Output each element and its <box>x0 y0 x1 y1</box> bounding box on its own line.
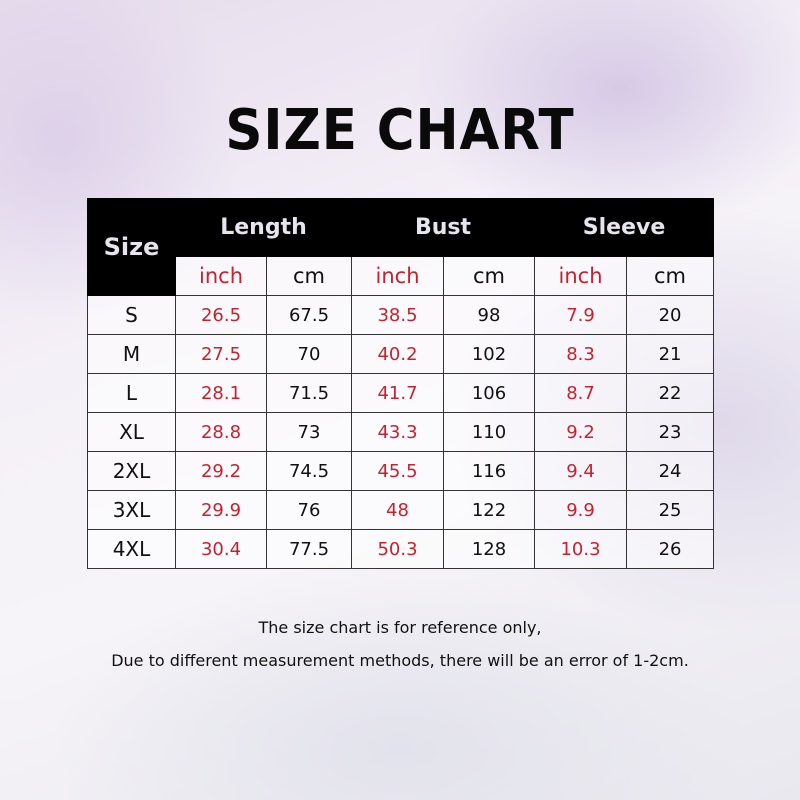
table-cell: 25 <box>626 490 715 530</box>
table-cell: 7.9 <box>534 295 628 335</box>
note-error: Due to different measurement methods, th… <box>111 651 689 670</box>
size-label: 3XL <box>87 490 176 530</box>
table-row: S 26.5 67.5 38.5 98 7.9 20 <box>87 295 715 335</box>
table-cell: 71.5 <box>266 373 352 413</box>
table-cell: 128 <box>442 529 536 569</box>
page-title: SIZE CHART <box>225 98 575 163</box>
table-cell: 102 <box>442 334 536 374</box>
unit-header-cm: cm <box>626 256 715 296</box>
table-cell: 28.1 <box>175 373 267 413</box>
unit-header-inch: inch <box>534 256 628 296</box>
table-row: XL 28.8 73 43.3 110 9.2 23 <box>87 412 715 452</box>
table-cell: 38.5 <box>351 295 444 335</box>
table-cell: 48 <box>351 490 444 530</box>
table-cell: 27.5 <box>175 334 267 374</box>
unit-header-cm: cm <box>442 256 536 296</box>
header-sleeve: Sleeve <box>534 198 715 257</box>
header-size: Size <box>87 198 176 296</box>
table-cell: 26 <box>626 529 715 569</box>
table-cell: 28.8 <box>175 412 267 452</box>
size-label: 2XL <box>87 451 176 491</box>
table-cell: 74.5 <box>266 451 352 491</box>
table-row: M 27.5 70 40.2 102 8.3 21 <box>87 334 715 374</box>
table-cell: 9.2 <box>534 412 628 452</box>
table-cell: 41.7 <box>351 373 444 413</box>
table-cell: 29.2 <box>175 451 267 491</box>
table-cell: 73 <box>266 412 352 452</box>
unit-header-cm: cm <box>266 256 352 296</box>
size-label: M <box>87 334 176 374</box>
table-cell: 106 <box>442 373 536 413</box>
table-cell: 30.4 <box>175 529 267 569</box>
table-cell: 29.9 <box>175 490 267 530</box>
table-row: L 28.1 71.5 41.7 106 8.7 22 <box>87 373 715 413</box>
table-cell: 45.5 <box>351 451 444 491</box>
table-row: 2XL 29.2 74.5 45.5 116 9.4 24 <box>87 451 715 491</box>
table-cell: 23 <box>626 412 715 452</box>
note-reference: The size chart is for reference only, <box>258 618 542 637</box>
table-cell: 110 <box>442 412 536 452</box>
table-cell: 76 <box>266 490 352 530</box>
table-cell: 77.5 <box>266 529 352 569</box>
table-cell: 98 <box>442 295 536 335</box>
table-cell: 116 <box>442 451 536 491</box>
table-row: 3XL 29.9 76 48 122 9.9 25 <box>87 490 715 530</box>
table-cell: 9.9 <box>534 490 628 530</box>
table-cell: 122 <box>442 490 536 530</box>
size-label: S <box>87 295 176 335</box>
header-bust: Bust <box>350 198 536 257</box>
table-cell: 26.5 <box>175 295 267 335</box>
size-label: L <box>87 373 176 413</box>
table-cell: 50.3 <box>351 529 444 569</box>
table-cell: 20 <box>626 295 715 335</box>
unit-header-inch: inch <box>351 256 444 296</box>
table-cell: 10.3 <box>534 529 628 569</box>
table-cell: 24 <box>626 451 715 491</box>
table-cell: 21 <box>626 334 715 374</box>
unit-row: inch cm inch cm inch cm <box>88 256 715 296</box>
size-label: XL <box>87 412 176 452</box>
size-chart-table: Size Length Bust Sleeve inch cm inch cm inch… <box>87 198 715 569</box>
header-length: Length <box>175 198 352 257</box>
size-label: 4XL <box>87 529 176 569</box>
table-cell: 9.4 <box>534 451 628 491</box>
table-cell: 8.7 <box>534 373 628 413</box>
table-cell: 8.3 <box>534 334 628 374</box>
table-cell: 67.5 <box>266 295 352 335</box>
table-cell: 70 <box>266 334 352 374</box>
table-cell: 43.3 <box>351 412 444 452</box>
table-row: 4XL 30.4 77.5 50.3 128 10.3 26 <box>87 529 715 569</box>
table-cell: 22 <box>626 373 715 413</box>
unit-header-inch: inch <box>175 256 267 296</box>
table-cell: 40.2 <box>351 334 444 374</box>
